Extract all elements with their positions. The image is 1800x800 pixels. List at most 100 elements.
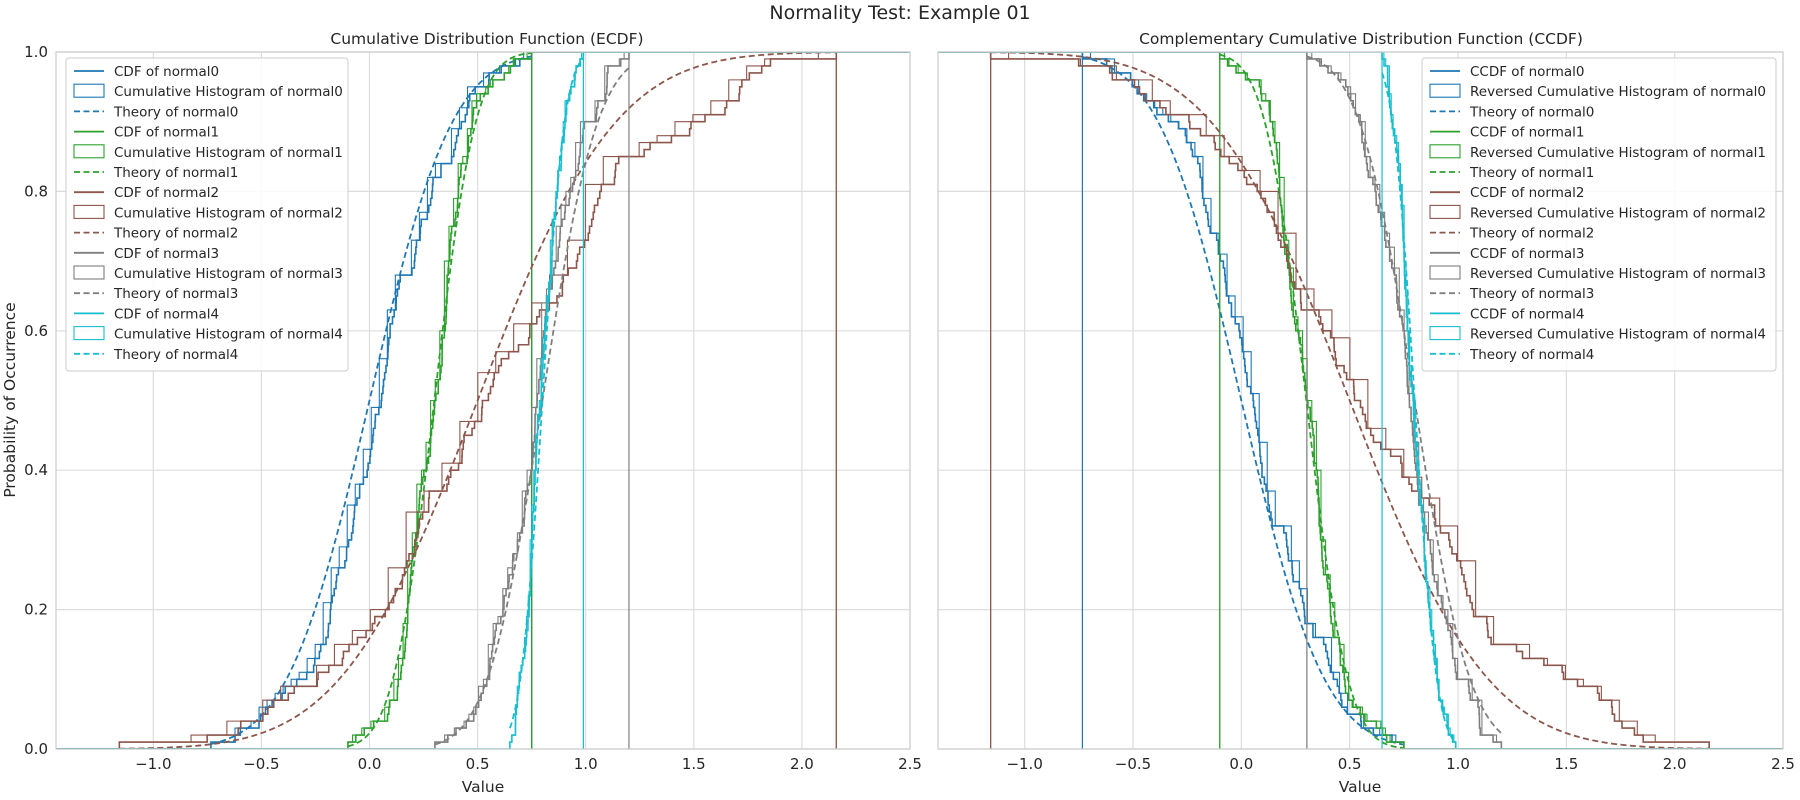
legend-box-handle (73, 144, 105, 159)
step-curve-0 (56, 52, 910, 749)
legend-box-handle (1429, 265, 1461, 280)
ccdf-series (938, 52, 1783, 749)
ecdf-plot-frame (55, 51, 911, 750)
ecdf-legend: CDF of normal0 Cumulative Histogram of no… (65, 57, 349, 372)
x-tick-label: 0.5 (466, 755, 490, 773)
legend-entry: Theory of normal4 (1469, 347, 1594, 363)
step-curve-1 (56, 52, 910, 749)
x-tick-label: −1.0 (1006, 755, 1042, 773)
ecdf-title: Cumulative Distribution Function (ECDF) (330, 30, 643, 48)
legend-box-handle (1429, 326, 1461, 341)
theory-curve-1 (1219, 53, 1404, 749)
x-tick-label: 1.5 (682, 755, 706, 773)
legend-entry: Theory of normal2 (1469, 226, 1594, 242)
legend-frame (1421, 57, 1777, 372)
legend-entry: Theory of normal3 (1469, 286, 1594, 302)
ccdf-x-ticks: −1.0 −0.5 0.0 0.5 1.0 1.5 2.0 2.5 (1006, 755, 1794, 773)
ecdf-y-ticks: 0.0 0.2 0.4 0.6 0.8 1.0 (24, 43, 48, 758)
legend-entry: CDF of normal3 (114, 246, 219, 262)
legend-entry: Reversed Cumulative Histogram of normal2 (1470, 205, 1766, 221)
ecdf-y-axis-label: Probability of Occurrence (1, 302, 19, 497)
step-curve-3 (938, 52, 1783, 749)
ccdf-x-axis-label: Value (1339, 778, 1382, 796)
legend-box-handle (73, 265, 105, 280)
legend-entry: Cumulative Histogram of normal0 (114, 84, 343, 100)
legend-entry: Theory of normal1 (113, 165, 238, 181)
legend-entry: CCDF of normal4 (1470, 306, 1585, 322)
x-tick-label: 2.0 (790, 755, 814, 773)
theory-curve-0 (1082, 56, 1405, 746)
step-curve-2 (938, 52, 1783, 749)
x-tick-label: 1.0 (1446, 755, 1470, 773)
ccdf-legend: CCDF of normal0 Reversed Cumulative Histo… (1421, 57, 1777, 372)
figure-title: Normality Test: Example 01 (769, 2, 1030, 24)
legend-box-handle (1429, 204, 1461, 219)
ccdf-title: Complementary Cumulative Distribution Fu… (1139, 30, 1583, 48)
x-tick-label: 0.0 (358, 755, 382, 773)
theory-curve-4 (1381, 72, 1457, 744)
legend-box-handle (73, 204, 105, 219)
legend-box-handle (73, 83, 105, 98)
step-curve-0 (938, 52, 1783, 749)
x-tick-label: 1.5 (1554, 755, 1578, 773)
theory-curve-2 (990, 52, 1710, 749)
theory-curve-4 (509, 57, 585, 729)
y-tick-label: 1.0 (24, 43, 48, 61)
y-tick-label: 0.6 (24, 322, 48, 340)
step-curve-4 (938, 52, 1783, 749)
ecdf-series (56, 52, 910, 749)
legend-box-handle (1429, 144, 1461, 159)
x-tick-label: −1.0 (135, 755, 171, 773)
legend-entry: Theory of normal3 (113, 286, 238, 302)
ecdf-x-ticks: −1.0 −0.5 0.0 0.5 1.0 1.5 2.0 2.5 (135, 755, 922, 773)
legend-box-handle (73, 326, 105, 341)
legend-entry: Cumulative Histogram of normal3 (114, 266, 343, 282)
legend-entry: Cumulative Histogram of normal4 (114, 327, 343, 343)
x-tick-label: 1.0 (574, 755, 598, 773)
theory-curve-3 (434, 67, 630, 746)
legend-entry: CDF of normal1 (114, 125, 219, 141)
legend-entry: Reversed Cumulative Histogram of normal4 (1470, 327, 1766, 343)
y-tick-label: 0.8 (24, 182, 48, 200)
series-clip-group (938, 52, 1783, 749)
legend-entry: CDF of normal2 (114, 185, 219, 201)
ecdf-panel: Cumulative Distribution Function (ECDF) … (1, 30, 922, 796)
x-tick-label: −0.5 (1115, 755, 1151, 773)
ccdf-plot-frame (937, 51, 1784, 750)
legend-entry: Theory of normal1 (1469, 165, 1594, 181)
theory-curve-2 (119, 52, 837, 749)
step-curve-2 (56, 52, 910, 749)
legend-entry: CCDF of normal1 (1470, 125, 1585, 141)
series-clip-group (56, 52, 910, 749)
x-tick-label: 2.5 (1771, 755, 1795, 773)
theory-curve-3 (1306, 55, 1502, 734)
legend-entry: Theory of normal0 (113, 104, 238, 120)
legend-entry: Reversed Cumulative Histogram of normal0 (1470, 84, 1766, 100)
legend-entry: Theory of normal4 (113, 347, 238, 363)
y-tick-label: 0.4 (24, 461, 48, 479)
x-tick-label: 0.5 (1338, 755, 1362, 773)
x-tick-label: 2.5 (898, 755, 922, 773)
step-curve-4 (56, 52, 910, 749)
ccdf-panel: Complementary Cumulative Distribution Fu… (937, 30, 1795, 796)
legend-entry: CCDF of normal3 (1470, 246, 1585, 262)
legend-entry: CDF of normal4 (114, 306, 219, 322)
x-tick-label: 2.0 (1663, 755, 1687, 773)
legend-entry: CCDF of normal0 (1470, 64, 1585, 80)
step-curve-3 (56, 52, 910, 749)
y-tick-label: 0.0 (24, 740, 48, 758)
y-tick-label: 0.2 (24, 601, 48, 619)
theory-curve-1 (347, 52, 532, 748)
theory-curve-0 (210, 55, 532, 745)
legend-entry: Cumulative Histogram of normal2 (114, 205, 343, 221)
legend-entry: Cumulative Histogram of normal1 (114, 145, 343, 161)
legend-box-handle (1429, 83, 1461, 98)
legend-entry: CDF of normal0 (114, 64, 219, 80)
legend-entry: Theory of normal2 (113, 226, 238, 242)
x-tick-label: −0.5 (243, 755, 279, 773)
legend-entry: Reversed Cumulative Histogram of normal1 (1470, 145, 1766, 161)
ecdf-x-axis-label: Value (462, 778, 505, 796)
x-tick-label: 0.0 (1229, 755, 1253, 773)
legend-entry: Theory of normal0 (1469, 104, 1594, 120)
